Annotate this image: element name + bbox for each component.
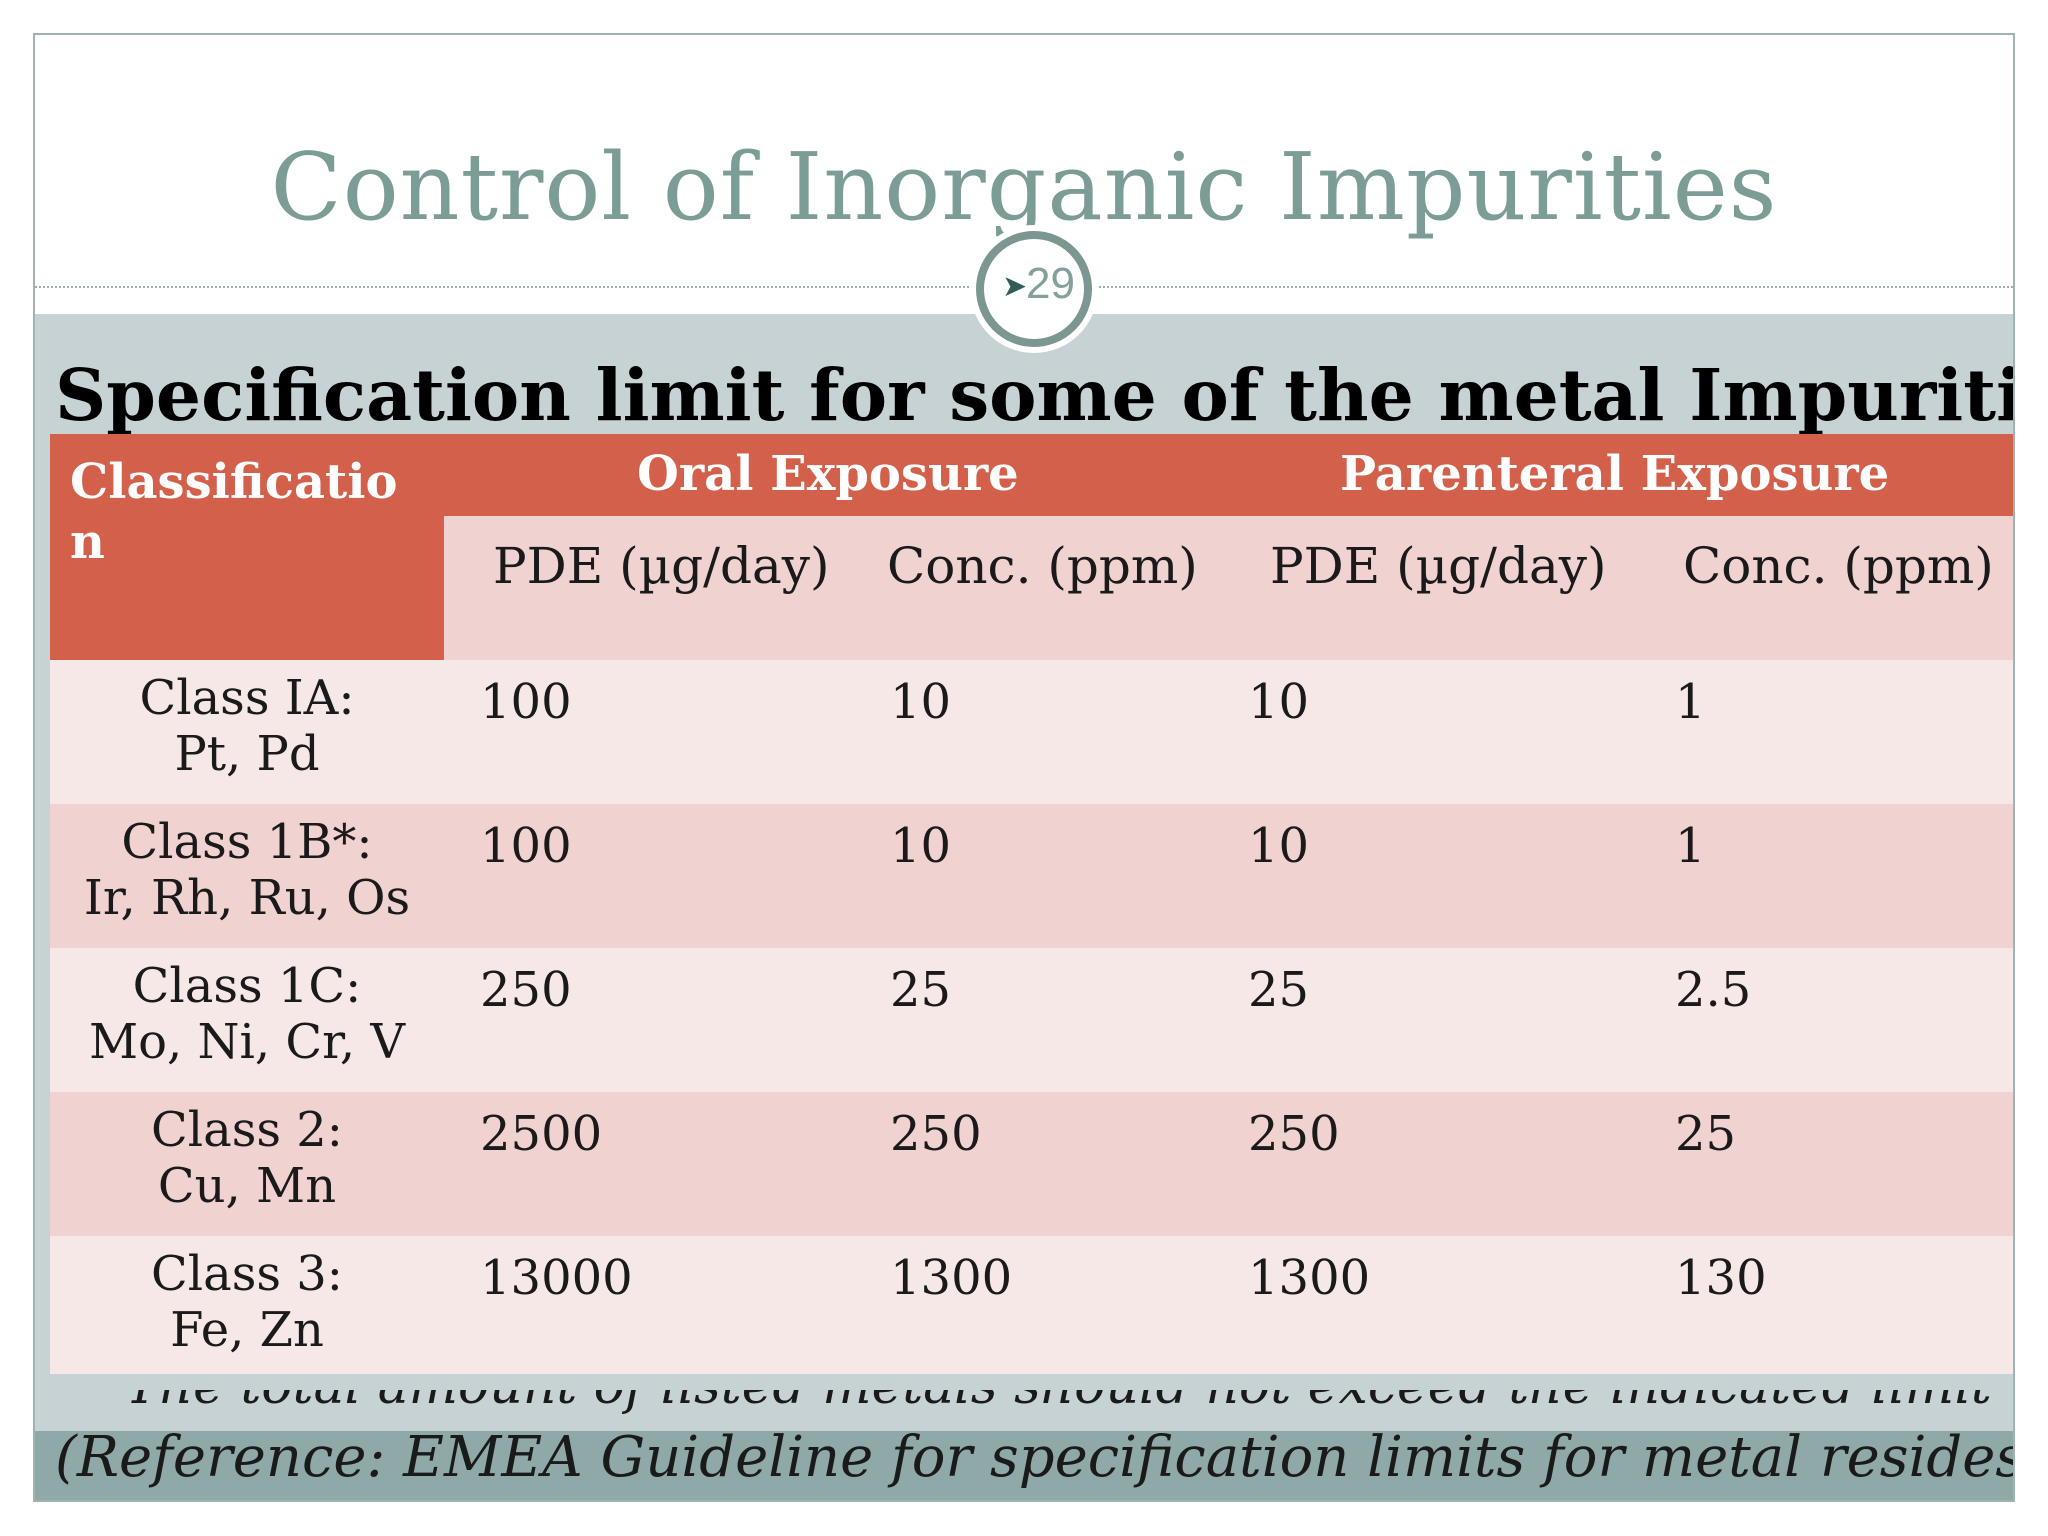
parenteral-pde-value: 10: [1248, 674, 1310, 730]
class-name: Class IA:: [139, 670, 355, 726]
class-cell: Class 3: Fe, Zn: [50, 1246, 444, 1358]
classification-header: Classification: [70, 454, 398, 570]
bottom-band: [35, 1431, 2013, 1500]
parenteral-pde-value: 250: [1248, 1106, 1340, 1162]
partially-hidden-note: The total amount of listed metals should…: [125, 1390, 1992, 1418]
oral-pde-header: PDE (µg/day): [493, 537, 830, 595]
oral-pde-value: 100: [480, 674, 572, 730]
parenteral-conc-header: Conc. (ppm): [1683, 537, 1994, 595]
parenteral-conc-value: 1: [1675, 674, 1706, 730]
oral-pde-value: 250: [480, 962, 572, 1018]
class-cell: Class 1C: Mo, Ni, Cr, V: [50, 958, 444, 1070]
slide-number-badge: ➤ 29: [976, 231, 1092, 347]
oral-conc-header: Conc. (ppm): [887, 537, 1198, 595]
table-row: Class 3: Fe, Zn 13000 1300 1300 130: [50, 1236, 2013, 1374]
class-name: Class 3:: [151, 1246, 343, 1302]
parenteral-pde-value: 25: [1248, 962, 1310, 1018]
class-metals: Ir, Rh, Ru, Os: [83, 870, 411, 926]
parenteral-pde-value: 10: [1248, 818, 1310, 874]
oral-conc-value: 10: [890, 818, 952, 874]
reference-note: (Reference: EMEA Guideline for specifica…: [55, 1425, 2015, 1490]
arrow-icon: ➤: [1002, 269, 1028, 304]
class-name: Class 1C:: [132, 958, 362, 1014]
parenteral-conc-value: 25: [1675, 1106, 1737, 1162]
classification-header-cell: Classification: [50, 434, 444, 660]
class-name: Class 1B*:: [121, 814, 373, 870]
section-heading: Specification limit for some of the meta…: [55, 353, 2015, 437]
oral-conc-value: 1300: [890, 1250, 1013, 1306]
subheader-band: [444, 516, 2013, 660]
oral-exposure-header: Oral Exposure: [637, 446, 1019, 502]
table-row: Class 2: Cu, Mn 2500 250 250 25: [50, 1092, 2013, 1236]
class-metals: Cu, Mn: [157, 1158, 337, 1214]
oral-conc-value: 10: [890, 674, 952, 730]
slide-title: Control of Inorganic Impurities: [270, 133, 1778, 241]
parenteral-pde-value: 1300: [1248, 1250, 1371, 1306]
parenteral-pde-header: PDE (µg/day): [1270, 537, 1607, 595]
slide: Control of Inorganic Impurities ➤ 29 Spe…: [33, 33, 2015, 1502]
class-metals: Pt, Pd: [174, 726, 320, 782]
class-metals: Fe, Zn: [170, 1302, 324, 1358]
class-metals: Mo, Ni, Cr, V: [88, 1014, 405, 1070]
oral-pde-value: 2500: [480, 1106, 603, 1162]
parenteral-conc-value: 130: [1675, 1250, 1767, 1306]
class-cell: Class 2: Cu, Mn: [50, 1102, 444, 1214]
parenteral-conc-value: 2.5: [1675, 962, 1752, 1018]
metal-impurities-table: Classification Oral Exposure Parenteral …: [50, 434, 2013, 1374]
table-row: Class IA: Pt, Pd 100 10 10 1: [50, 660, 2013, 804]
table-row: Class 1B*: Ir, Rh, Ru, Os 100 10 10 1: [50, 804, 2013, 948]
slide-number: 29: [1026, 259, 1075, 308]
class-name: Class 2:: [151, 1102, 343, 1158]
parenteral-exposure-header: Parenteral Exposure: [1340, 446, 1890, 502]
parenteral-conc-value: 1: [1675, 818, 1706, 874]
oral-conc-value: 25: [890, 962, 952, 1018]
oral-conc-value: 250: [890, 1106, 982, 1162]
class-cell: Class 1B*: Ir, Rh, Ru, Os: [50, 814, 444, 926]
table-row: Class 1C: Mo, Ni, Cr, V 250 25 25 2.5: [50, 948, 2013, 1092]
oral-pde-value: 13000: [480, 1250, 633, 1306]
class-cell: Class IA: Pt, Pd: [50, 670, 444, 782]
oral-pde-value: 100: [480, 818, 572, 874]
